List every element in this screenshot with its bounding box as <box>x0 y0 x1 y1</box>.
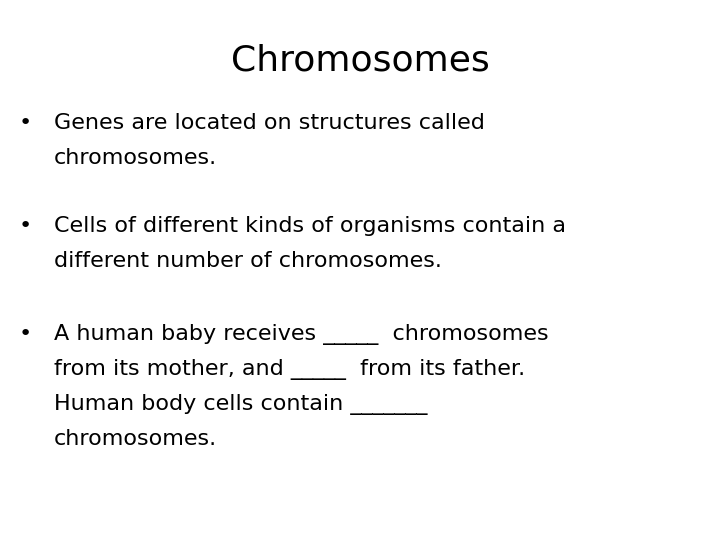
Text: Human body cells contain _______: Human body cells contain _______ <box>54 394 428 415</box>
Text: chromosomes.: chromosomes. <box>54 148 217 168</box>
Text: •: • <box>19 216 32 236</box>
Text: Cells of different kinds of organisms contain a: Cells of different kinds of organisms co… <box>54 216 566 236</box>
Text: different number of chromosomes.: different number of chromosomes. <box>54 251 442 271</box>
Text: •: • <box>19 113 32 133</box>
Text: A human baby receives _____  chromosomes: A human baby receives _____ chromosomes <box>54 324 549 345</box>
Text: Chromosomes: Chromosomes <box>230 43 490 77</box>
Text: from its mother, and _____  from its father.: from its mother, and _____ from its fath… <box>54 359 525 380</box>
Text: chromosomes.: chromosomes. <box>54 429 217 449</box>
Text: •: • <box>19 324 32 344</box>
Text: Genes are located on structures called: Genes are located on structures called <box>54 113 485 133</box>
